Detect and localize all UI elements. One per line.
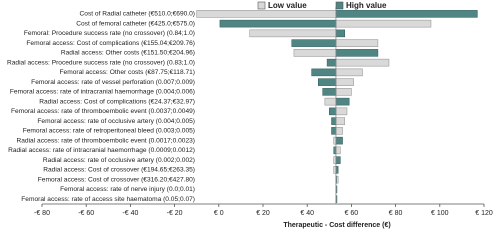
- category-label: Cost of Radial catheter (€510.0;€690.0): [80, 11, 195, 18]
- x-tick-label: € 40: [300, 210, 314, 217]
- bar: [326, 58, 337, 67]
- x-tick-label: € 20: [256, 210, 270, 217]
- category-label: Radial access: Other costs (€151.50;€204…: [61, 50, 195, 57]
- bar: [291, 39, 337, 47]
- category-label: Femoral access: rate of vessel perforati…: [31, 79, 195, 86]
- legend-label: Low value: [268, 1, 307, 10]
- bar: [311, 68, 337, 77]
- bar: [335, 10, 478, 18]
- bar: [219, 19, 337, 28]
- legend-swatch: [335, 1, 344, 10]
- bar: [318, 78, 337, 86]
- bar: [335, 136, 343, 145]
- category-label: Femoral access: rate of intracranial hae…: [10, 89, 195, 96]
- x-tick-label: € 100: [431, 210, 449, 217]
- x-tick-label: € 80: [389, 210, 403, 217]
- bar: [335, 97, 350, 106]
- category-label: Femoral: Procedure success rate (no cros…: [24, 30, 195, 37]
- category-label: Femoral access: rate of access site haem…: [21, 196, 195, 203]
- category-label: Femoral access: Cost of crossover (€316.…: [38, 176, 195, 183]
- x-tick-label: -€ 40: [122, 210, 138, 217]
- x-tick-label: -€ 20: [167, 210, 183, 217]
- category-label: Radial access: rate of thromboembolic ev…: [17, 137, 196, 144]
- category-label: Radial access: rate of occlusive artery …: [43, 157, 195, 164]
- x-axis-title: Therapeutic - Cost difference (€): [283, 222, 390, 229]
- legend-swatch: [257, 1, 266, 10]
- bar: [196, 10, 337, 18]
- bar: [329, 107, 337, 116]
- bar: [322, 88, 337, 96]
- bar: [335, 117, 346, 125]
- bar: [324, 97, 337, 106]
- x-tick-label: € 60: [345, 210, 359, 217]
- bar: [335, 107, 348, 116]
- bar: [335, 146, 341, 155]
- category-label: Femoral access: rate of occlusive artery…: [37, 118, 195, 125]
- category-label: Radial access: Cost of complications (€2…: [39, 98, 195, 105]
- legend-label: High value: [346, 1, 387, 10]
- bar: [335, 19, 432, 28]
- bar: [335, 156, 341, 164]
- category-label: Radial access: Cost of crossover (€194.6…: [43, 167, 195, 174]
- category-label: Femoral access: rate of retroperitoneal …: [23, 128, 195, 135]
- bar: [335, 49, 379, 57]
- bar: [335, 127, 343, 135]
- category-label: Femoral access: rate of nerve injury (0.…: [60, 186, 195, 193]
- bar: [335, 78, 354, 86]
- x-tick-label: -€ 60: [78, 210, 94, 217]
- category-label: Radial access: Procedure success rate (n…: [7, 59, 195, 66]
- bar: [293, 49, 337, 57]
- bar: [335, 58, 390, 67]
- bar: [335, 39, 379, 47]
- category-label: Cost of femoral catheter (€425.0;€575.0): [76, 20, 195, 27]
- bar: [331, 127, 337, 135]
- chart: Therapeutic - Cost difference (€) -€ 80 -…: [7, 1, 493, 229]
- bar: [335, 88, 352, 96]
- bar: [335, 29, 346, 38]
- x-tick-label: € 120: [475, 210, 493, 217]
- bar: [331, 117, 337, 125]
- category-label: Femoral access: Other costs (€87.75;€118…: [60, 69, 195, 76]
- category-label: Femoral access: Cost of complications (€…: [26, 40, 195, 47]
- x-tick-label: -€ 80: [34, 210, 50, 217]
- x-tick-label: € 0: [214, 210, 224, 217]
- category-label: Radial access: rate of intracranial haem…: [8, 147, 195, 154]
- bar: [335, 68, 363, 77]
- category-label: Femoral access: rate of thromboembolic e…: [11, 108, 195, 115]
- bar: [249, 29, 337, 38]
